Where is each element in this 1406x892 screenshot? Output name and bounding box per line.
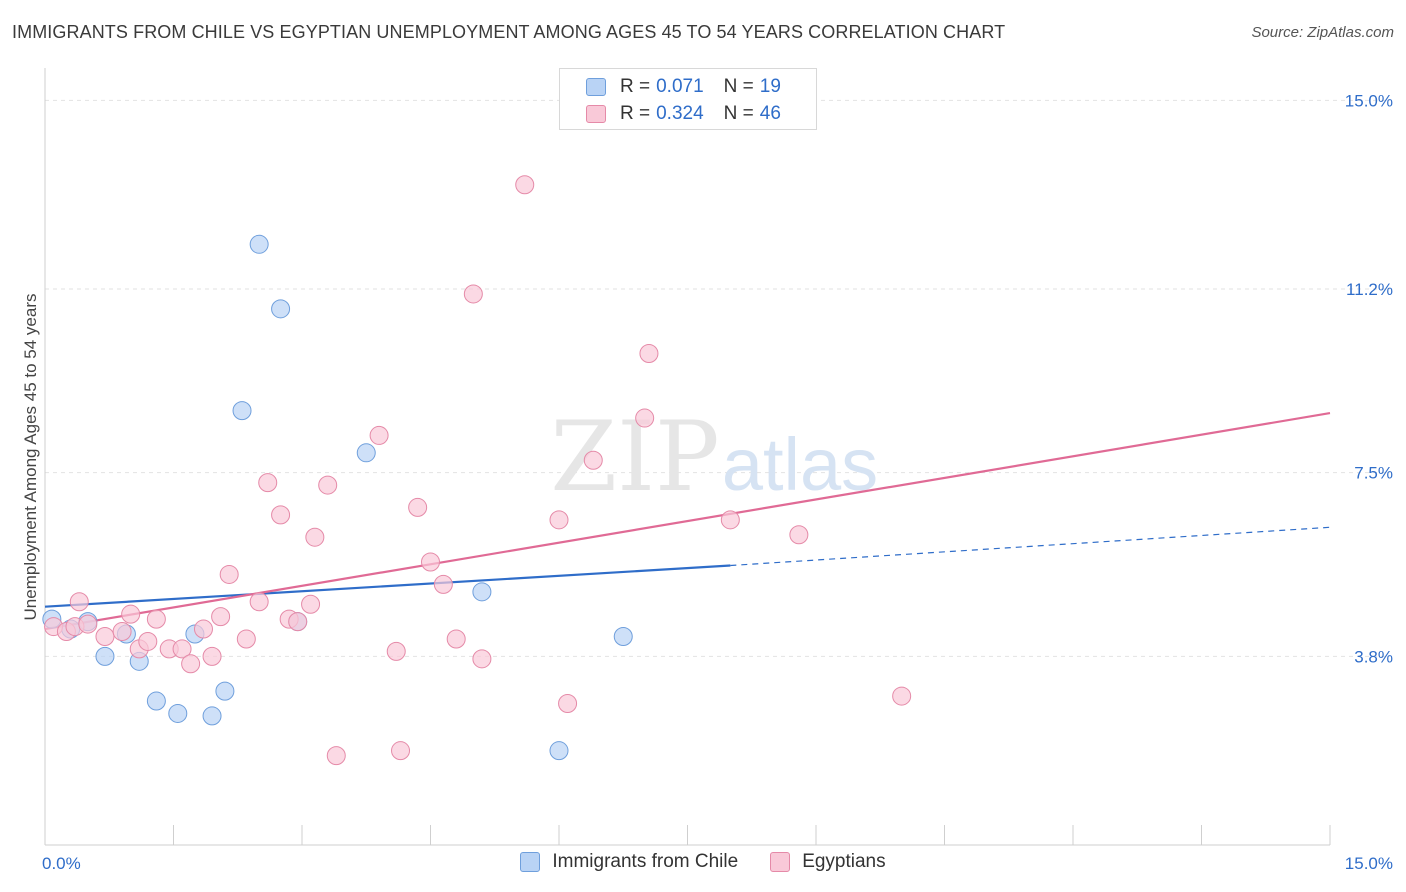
n-value-egypt: 46 <box>759 103 781 124</box>
grid-lines <box>45 99 1390 657</box>
y-axis-label: Unemployment Among Ages 45 to 54 years <box>21 294 40 621</box>
point-egypt-24 <box>301 594 321 614</box>
r-value-chile: 0.071 <box>656 76 704 97</box>
x-tick-label: 0.0% <box>42 854 81 873</box>
point-egypt-44 <box>789 525 809 545</box>
point-egypt-34 <box>446 629 466 649</box>
legend-item-chile: Immigrants from Chile <box>520 851 738 873</box>
y-tick-label: 11.2% <box>1346 280 1393 299</box>
axes <box>44 68 1331 846</box>
point-chile-9 <box>202 706 222 726</box>
y-tick-label: 7.5% <box>1354 464 1393 483</box>
x-tick-label: 15.0% <box>1345 854 1393 873</box>
series-legend: Immigrants from Chile Egyptians <box>0 851 1406 873</box>
point-chile-6 <box>146 691 166 711</box>
legend-item-egypt: Egyptians <box>770 851 886 873</box>
point-egypt-42 <box>639 344 659 364</box>
point-egypt-27 <box>326 746 346 766</box>
point-egypt-21 <box>271 505 291 525</box>
source-credit: Source: ZipAtlas.com <box>1251 24 1394 41</box>
point-egypt-20 <box>258 473 278 493</box>
point-egypt-3 <box>69 592 89 612</box>
point-egypt-17 <box>219 564 239 584</box>
point-egypt-18 <box>236 629 256 649</box>
point-egypt-13 <box>181 654 201 674</box>
point-egypt-16 <box>211 607 231 627</box>
n-value-chile: 19 <box>759 76 781 97</box>
point-egypt-43 <box>720 510 740 530</box>
point-chile-15 <box>356 443 376 463</box>
watermark-zip: ZIP <box>550 401 719 513</box>
chile-swatch <box>520 852 541 872</box>
point-egypt-32 <box>421 552 440 572</box>
point-egypt-28 <box>369 425 389 445</box>
point-egypt-4 <box>78 614 98 634</box>
point-egypt-39 <box>558 694 578 714</box>
watermark: ZIP atlas <box>550 401 878 513</box>
point-chile-17 <box>549 741 569 761</box>
point-egypt-12 <box>172 639 192 659</box>
n-label: N = <box>723 76 754 97</box>
r-label: R = <box>620 76 651 97</box>
point-egypt-31 <box>408 497 428 517</box>
trend-line-chile <box>44 564 731 608</box>
point-chile-12 <box>249 234 269 254</box>
point-egypt-5 <box>95 626 115 646</box>
data-points <box>42 175 912 766</box>
point-egypt-33 <box>433 574 453 594</box>
point-egypt-40 <box>583 450 603 470</box>
point-egypt-26 <box>318 475 338 495</box>
point-chile-3 <box>95 646 115 666</box>
point-chile-11 <box>232 401 252 421</box>
point-egypt-15 <box>202 646 222 666</box>
point-chile-7 <box>168 703 188 723</box>
point-chile-18 <box>613 626 633 646</box>
point-egypt-25 <box>305 527 325 547</box>
point-egypt-7 <box>121 604 141 624</box>
point-egypt-36 <box>472 649 492 669</box>
y-tick-label: 3.8% <box>1354 647 1393 666</box>
point-egypt-37 <box>515 175 535 195</box>
watermark-atlas: atlas <box>722 423 878 506</box>
point-egypt-41 <box>635 408 655 428</box>
chile-swatch <box>586 78 606 96</box>
legend-row-chile: R = 0.071 N = 19 <box>586 74 781 100</box>
point-egypt-35 <box>463 284 483 304</box>
point-egypt-9 <box>138 631 158 651</box>
tick-labels: 3.8% 7.5% 11.2% 15.0% 0.0% 15.0% <box>42 91 1393 873</box>
point-egypt-6 <box>112 622 132 642</box>
point-egypt-23 <box>288 612 308 632</box>
point-egypt-45 <box>892 686 912 706</box>
trend-extension-chile <box>730 526 1331 567</box>
point-egypt-30 <box>391 741 411 761</box>
r-value-egypt: 0.324 <box>656 103 704 124</box>
point-egypt-29 <box>386 641 406 661</box>
point-egypt-10 <box>146 609 166 629</box>
chart-title: IMMIGRANTS FROM CHILE VS EGYPTIAN UNEMPL… <box>12 22 1006 42</box>
point-chile-13 <box>271 299 291 319</box>
egypt-swatch <box>770 852 791 872</box>
point-chile-16 <box>472 582 492 602</box>
legend-row-egypt: R = 0.324 N = 46 <box>586 101 781 127</box>
egypt-swatch <box>586 105 606 123</box>
legend-label-egypt: Egyptians <box>802 851 886 872</box>
r-label: R = <box>620 103 651 124</box>
point-egypt-14 <box>193 619 213 639</box>
point-chile-10 <box>215 681 235 701</box>
point-egypt-19 <box>249 592 269 612</box>
y-tick-label: 15.0% <box>1345 91 1393 110</box>
legend-label-chile: Immigrants from Chile <box>552 851 739 872</box>
correlation-legend: R = 0.071 N = 19 R = 0.324 N = 46 <box>559 68 817 130</box>
point-egypt-38 <box>549 510 569 530</box>
n-label: N = <box>723 103 754 124</box>
